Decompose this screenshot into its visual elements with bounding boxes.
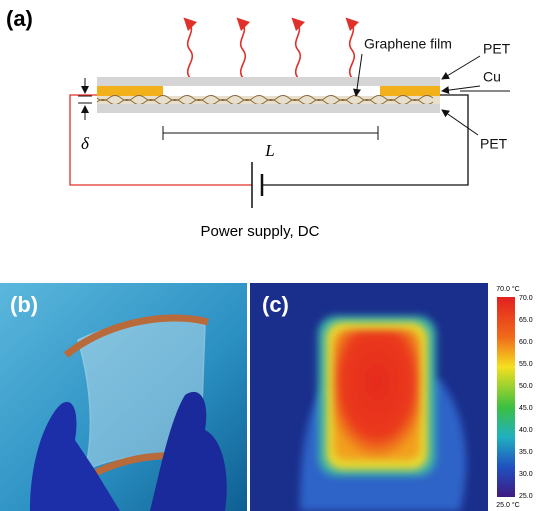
panel-b: (b) bbox=[0, 283, 247, 511]
pet-top-label: PET bbox=[483, 41, 511, 57]
cu-electrode bbox=[97, 86, 163, 96]
colorbar-tick-label: 25.0 bbox=[519, 493, 533, 500]
panel-label: (a) bbox=[6, 6, 33, 31]
pet-bottom-label: PET bbox=[480, 136, 508, 152]
cu-label: Cu bbox=[483, 69, 501, 85]
colorbar-tick-label: 45.0 bbox=[519, 405, 533, 412]
leader-line bbox=[356, 54, 362, 96]
graphene-label: Graphene film bbox=[364, 36, 452, 52]
panel-a: (a) Graphene film PET Cu PET δ bbox=[6, 6, 511, 240]
figure: (a) Graphene film PET Cu PET δ bbox=[0, 0, 542, 511]
length-marker bbox=[163, 126, 378, 140]
panel-label: (b) bbox=[10, 292, 38, 317]
length-label: L bbox=[264, 141, 274, 160]
colorbar-tick-label: 55.0 bbox=[519, 361, 533, 368]
heater-hot bbox=[334, 330, 420, 460]
cu-electrode bbox=[380, 86, 440, 96]
colorbar-tick-label: 65.0 bbox=[519, 317, 533, 324]
pet-top-layer bbox=[97, 77, 440, 86]
colorbar-tick-label: 40.0 bbox=[519, 427, 533, 434]
thickness-label: δ bbox=[81, 134, 90, 153]
panel-label: (c) bbox=[262, 292, 289, 317]
colorbar-tick-label: 50.0 bbox=[519, 383, 533, 390]
colorbar-tick-label: 60.0 bbox=[519, 339, 533, 346]
thickness-marker bbox=[78, 78, 92, 120]
leader-line bbox=[442, 56, 480, 79]
leader-line bbox=[442, 110, 478, 135]
page: {"panel_a": {"label": "(a)", "graphene_f… bbox=[0, 0, 542, 511]
heat-arrows bbox=[188, 22, 355, 78]
colorbar-tick-label: 35.0 bbox=[519, 449, 533, 456]
colorbar-max: 70.0 °C bbox=[496, 285, 519, 293]
pet-bottom-layer bbox=[97, 104, 440, 113]
colorbar-tick-label: 30.0 bbox=[519, 471, 533, 478]
colorbar-min: 25.0 °C bbox=[496, 501, 519, 509]
panel-c: (c) 70.0 °C 25.0 °C 70.0 65.0 60.0 55.0 50.0… bbox=[250, 283, 542, 511]
colorbar bbox=[497, 297, 515, 497]
colorbar-tick-label: 70.0 bbox=[519, 295, 533, 302]
power-supply-label: Power supply, DC bbox=[201, 223, 320, 240]
leader-line bbox=[442, 86, 480, 91]
